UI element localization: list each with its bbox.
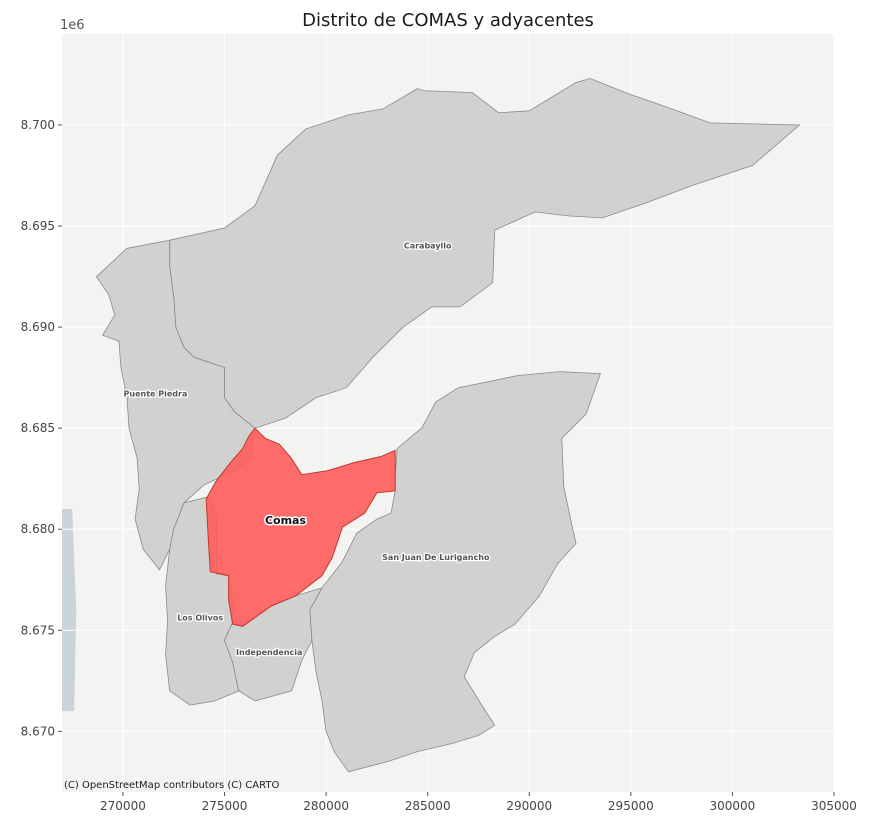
label-los-olivos: Los Olivos <box>177 614 223 623</box>
x-axis: 270000 275000 280000 285000 290000 295000 3000… <box>100 792 857 813</box>
district-labels: Carabayllo Puente Piedra Los Olivos Indepen… <box>122 240 491 658</box>
y-tick-label: 8.700 <box>21 118 55 132</box>
x-tick-label: 280000 <box>303 799 349 813</box>
label-carabayllo: Carabayllo <box>404 242 452 251</box>
y-tick-label: 8.680 <box>21 522 55 536</box>
basemap-detail <box>62 509 77 712</box>
districts <box>95 78 801 773</box>
label-san-juan-de-lurigancho: San Juan De Lurigancho <box>382 553 490 562</box>
x-tick-label: 275000 <box>202 799 248 813</box>
x-tick-label: 290000 <box>506 799 552 813</box>
district-independencia <box>224 587 323 702</box>
x-tick-label: 305000 <box>811 799 857 813</box>
x-tick-label: 285000 <box>405 799 451 813</box>
y-tick-label: 8.695 <box>21 219 55 233</box>
plot-area: Carabayllo Puente Piedra Los Olivos Indepen… <box>62 34 835 792</box>
x-tick-label: 270000 <box>100 799 146 813</box>
label-independencia: Independencia <box>236 648 302 657</box>
attribution-text: (C) OpenStreetMap contributors (C) CARTO <box>64 780 279 791</box>
x-tick-label: 300000 <box>710 799 756 813</box>
district-comas <box>205 427 396 627</box>
y-tick-label: 8.690 <box>21 320 55 334</box>
river-area <box>62 509 77 712</box>
y-tick-label: 8.685 <box>21 421 55 435</box>
map-title: Distrito de COMAS y adyacentes <box>302 10 594 31</box>
y-offset-label: 1e6 <box>60 18 85 33</box>
x-tick-label: 295000 <box>608 799 654 813</box>
y-tick-label: 8.675 <box>21 623 55 637</box>
y-axis: 8.670 8.675 8.680 8.685 8.690 8.695 8.700 <box>21 118 62 738</box>
district-san-juan-de-lurigancho <box>309 371 601 773</box>
label-puente-piedra: Puente Piedra <box>124 389 188 398</box>
label-comas: Comas <box>265 514 307 527</box>
y-tick-label: 8.670 <box>21 724 55 738</box>
